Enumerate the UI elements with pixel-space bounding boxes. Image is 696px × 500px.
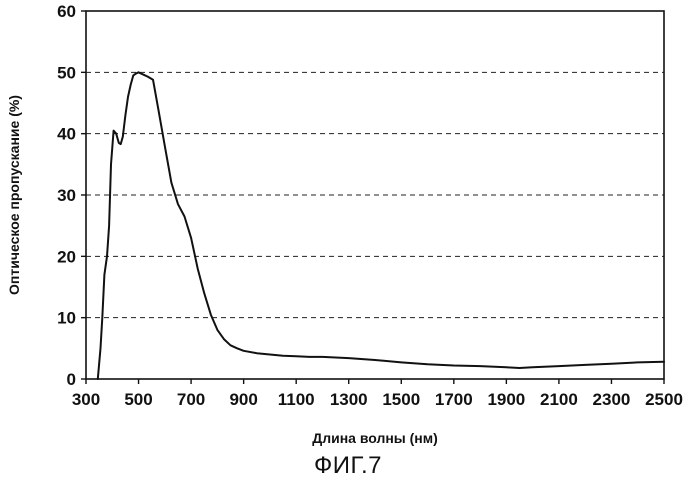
x-tick-label-700: 700 — [177, 390, 205, 409]
series-line-0 — [98, 72, 664, 379]
y-tick-label-30: 30 — [57, 186, 76, 205]
x-tick-label-900: 900 — [229, 390, 257, 409]
x-tick-label-300: 300 — [72, 390, 100, 409]
y-tick-label-60: 60 — [57, 2, 76, 21]
x-tick-label-500: 500 — [124, 390, 152, 409]
x-axis-ticks: 300 500 700 900 1100 1300 1500 1700 1900 2100 2300… — [72, 379, 683, 409]
x-tick-label-2500: 2500 — [645, 390, 683, 409]
y-tick-label-10: 10 — [57, 309, 76, 328]
x-tick-label-1300: 1300 — [330, 390, 368, 409]
x-tick-label-1500: 1500 — [382, 390, 420, 409]
y-tick-label-40: 40 — [57, 125, 76, 144]
x-tick-label-1900: 1900 — [487, 390, 525, 409]
series-layer — [98, 72, 664, 379]
transmission-chart: 0 10 20 30 40 50 60 300 500 700 900 1100 1300 1500 17… — [0, 0, 696, 448]
y-axis-ticks: 0 10 20 30 40 50 60 — [57, 2, 86, 389]
y-axis-title: Оптическое пропускание (%) — [6, 95, 22, 295]
grid-lines — [86, 72, 664, 317]
x-tick-label-1100: 1100 — [278, 390, 315, 409]
figure-caption: ФИГ.7 — [0, 452, 696, 480]
y-tick-label-0: 0 — [67, 370, 76, 389]
y-tick-label-50: 50 — [57, 63, 76, 82]
x-tick-label-1700: 1700 — [435, 390, 473, 409]
y-tick-label-20: 20 — [57, 247, 76, 266]
x-axis-title: Длина волны (нм) — [312, 430, 438, 446]
x-tick-label-2100: 2100 — [540, 390, 578, 409]
x-tick-label-2300: 2300 — [593, 390, 631, 409]
